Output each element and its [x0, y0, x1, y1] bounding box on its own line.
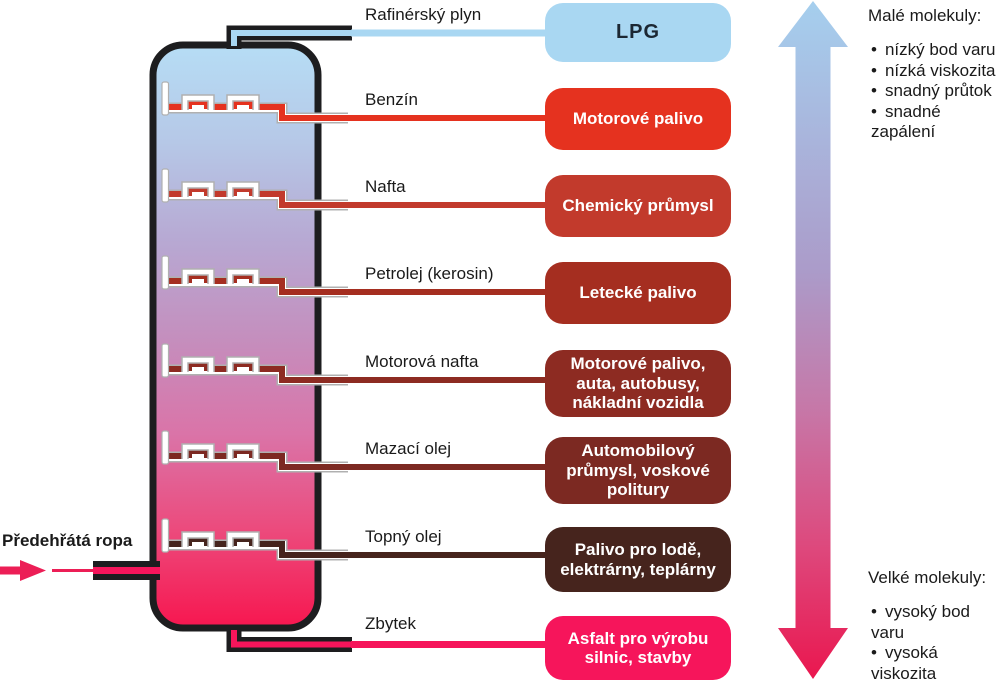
- tray-downcomer: [161, 430, 170, 465]
- legend-large-molecules: Velké molekuly: vysoký bod varu vysoká v…: [868, 568, 1000, 683]
- tray-downcomer: [161, 81, 170, 116]
- product-box-asfalt: Asfalt pro výrobu silnic, stavby: [545, 616, 731, 680]
- row-label-zbytek: Zbytek: [365, 614, 417, 633]
- legend-item: snadné zapálení: [868, 102, 1000, 143]
- product-box-label: Letecké palivo: [579, 283, 697, 303]
- feed-inlet: [0, 560, 160, 581]
- bubble-cap-tray: [161, 430, 546, 473]
- feed-label: Předehřátá ropa: [2, 531, 133, 550]
- bubble-cap-tray: [161, 168, 546, 211]
- product-box-auta-autobusy: Motorové palivo, auta, autobusy, nákladn…: [545, 350, 731, 417]
- row-label-topny-olej: Topný olej: [365, 527, 442, 546]
- tray-downcomer: [161, 343, 170, 378]
- product-box-label: Automobilový průmysl, voskové politury: [566, 441, 710, 500]
- tray-downcomer: [161, 255, 170, 290]
- feed-arrow: [0, 560, 46, 581]
- legend-item: nízká viskozita: [868, 61, 1000, 82]
- legend-title: Velké molekuly:: [868, 568, 987, 587]
- bubble-cap-tray: [161, 255, 546, 298]
- row-label-benzin: Benzín: [365, 90, 418, 109]
- product-box-label: Asfalt pro výrobu silnic, stavby: [567, 628, 709, 667]
- product-box-automobilovy-prumysl: Automobilový průmysl, voskové politury: [545, 437, 731, 504]
- tray-downcomer: [161, 168, 170, 203]
- product-box-label: LPG: [615, 21, 661, 44]
- product-pipe-top: [226, 25, 548, 49]
- bubble-cap-tray: [161, 343, 546, 386]
- product-box-lpg: LPG: [545, 3, 731, 62]
- product-box-palivo-pro-lode: Palivo pro lodě, elektrárny, teplárny: [545, 527, 731, 592]
- row-label-motorova-nafta: Motorová nafta: [365, 352, 479, 371]
- row-label-petrolej: Petrolej (kerosin): [365, 264, 494, 283]
- legend-small-molecules: Malé molekuly: nízký bod varu nízká visk…: [868, 6, 1000, 143]
- legend-item: vysoká viskozita: [868, 643, 1000, 683]
- product-pipe-bottom: [226, 627, 548, 652]
- legend-title: Malé molekuly:: [868, 6, 982, 25]
- molecule-size-gradient-arrow: [778, 1, 848, 679]
- row-label-rafinersky-plyn: Rafinérský plyn: [365, 5, 482, 24]
- product-box-letecke-palivo: Letecké palivo: [545, 262, 731, 324]
- legend-item: snadný průtok: [868, 81, 1000, 102]
- legend-item: nízký bod varu: [868, 40, 1000, 61]
- tray-downcomer: [161, 518, 170, 553]
- product-box-label: Motorové palivo: [572, 109, 704, 129]
- product-box-label: Motorové palivo, auta, autobusy, nákladn…: [570, 354, 706, 413]
- bubble-cap-tray: [161, 518, 546, 561]
- row-label-mazaci-olej: Mazací olej: [365, 439, 451, 458]
- product-box-motorove-palivo: Motorové palivo: [545, 88, 731, 150]
- product-box-label: Palivo pro lodě, elektrárny, teplárny: [560, 540, 716, 579]
- row-label-nafta: Nafta: [365, 177, 406, 196]
- bubble-cap-tray: [161, 81, 546, 124]
- legend-item: vysoký bod varu: [868, 602, 1000, 643]
- product-box-label: Chemický průmysl: [562, 196, 714, 216]
- product-box-chemicky-prumysl: Chemický průmysl: [545, 175, 731, 237]
